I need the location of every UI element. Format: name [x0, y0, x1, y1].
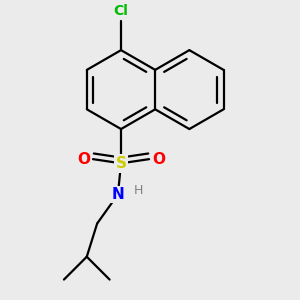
Text: O: O [152, 152, 165, 167]
Text: O: O [77, 152, 90, 167]
Text: H: H [134, 184, 143, 197]
Text: Cl: Cl [114, 4, 128, 18]
Text: N: N [112, 187, 124, 202]
Text: S: S [116, 156, 127, 171]
